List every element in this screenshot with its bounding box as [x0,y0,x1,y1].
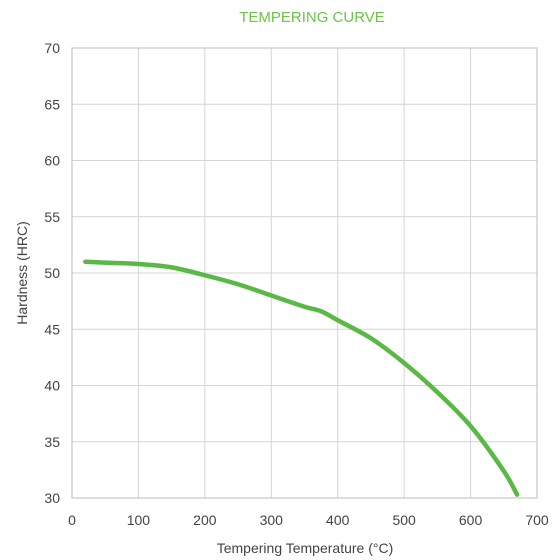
y-tick-label: 55 [44,209,60,225]
series-line [83,259,520,497]
x-tick-label: 0 [68,512,76,528]
x-tick-label: 700 [525,512,549,528]
y-tick-label: 35 [44,434,60,450]
x-tick-label: 600 [459,512,483,528]
x-tick-label: 300 [260,512,284,528]
y-tick-label: 60 [44,153,60,169]
y-tick-label: 70 [44,40,60,56]
x-tick-label: 100 [127,512,151,528]
y-axis-ticks: 30 35 40 45 50 55 60 65 70 [44,40,60,506]
y-axis-label: Hardness (HRC) [14,221,30,324]
y-tick-label: 65 [44,96,60,112]
grid [71,47,538,499]
x-tick-label: 200 [193,512,217,528]
chart-title: TEMPERING CURVE [239,9,385,26]
y-tick-label: 45 [44,321,60,337]
x-tick-label: 400 [326,512,350,528]
x-axis-label: Tempering Temperature (°C) [217,540,394,556]
y-tick-label: 40 [44,378,60,394]
x-axis-ticks: 0 100 200 300 400 500 600 700 [68,512,549,528]
y-tick-label: 30 [44,490,60,506]
plot-frame [71,47,538,499]
y-tick-label: 50 [44,265,60,281]
x-tick-label: 500 [392,512,416,528]
